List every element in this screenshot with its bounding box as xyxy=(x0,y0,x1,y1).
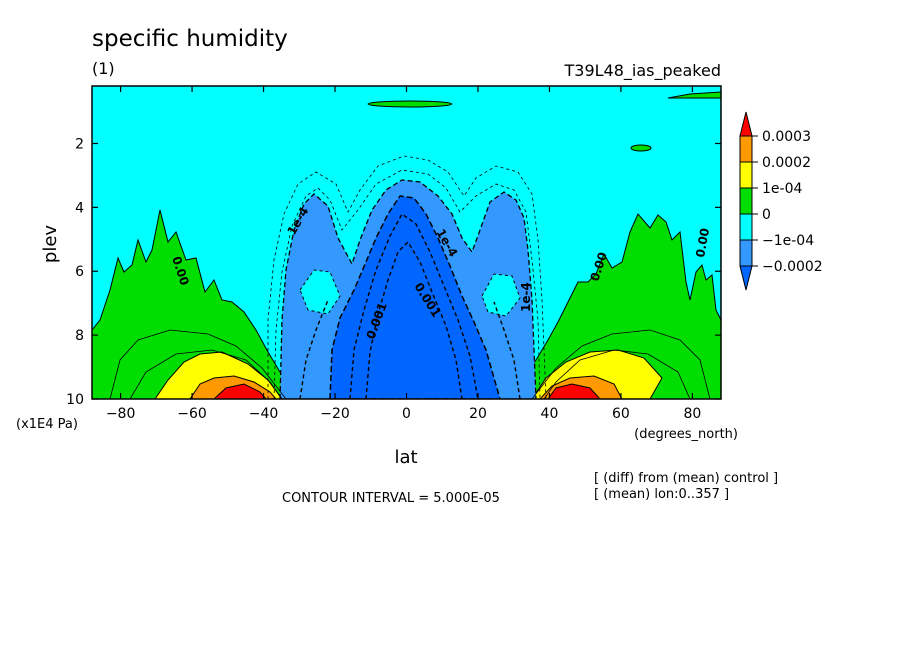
x-axis: −80 −60 −40 −20 0 20 40 60 80 xyxy=(106,86,701,422)
contour-field: 0.00 0.00 0.00 0.001 1e-4 1e-4 1e-4 0.00… xyxy=(92,86,721,399)
legend-swatch xyxy=(739,239,753,267)
core-contours xyxy=(299,212,521,399)
y-axis-unit: (x1E4 Pa) xyxy=(16,417,78,432)
mean-note: [ (mean) lon:0..357 ] xyxy=(594,487,729,502)
outer-dashed-contours xyxy=(267,155,547,399)
contour-interval-note: CONTOUR INTERVAL = 5.000E-05 xyxy=(282,491,500,506)
small-green-blob xyxy=(630,144,652,152)
diff-note: [ (diff) from (mean) control ] xyxy=(594,471,778,486)
x-axis-label: lat xyxy=(394,447,417,468)
legend-label: 1e-04 xyxy=(762,181,802,197)
chart-title: specific humidity xyxy=(92,26,288,52)
contour-label: 1e-4 xyxy=(519,282,533,312)
upper-green-blob xyxy=(367,100,453,108)
y-axis: 2 4 6 8 10 xyxy=(66,136,721,408)
legend-swatch xyxy=(739,135,753,163)
legend-label: 0.0003 xyxy=(762,129,811,145)
legend-swatch xyxy=(739,111,753,137)
legend-swatch xyxy=(739,161,753,189)
legend-swatch xyxy=(739,265,753,291)
x-tick-label: −40 xyxy=(249,406,279,422)
y-tick-label: 10 xyxy=(66,392,84,408)
right-red xyxy=(547,383,601,399)
legend-swatch xyxy=(739,213,753,241)
x-tick-label: −80 xyxy=(106,406,136,422)
experiment-label: T39L48_ias_peaked xyxy=(564,61,722,81)
x-tick-label: −20 xyxy=(320,406,350,422)
x-tick-label: −60 xyxy=(177,406,207,422)
x-tick-label: 80 xyxy=(683,406,701,422)
upper-right-blob xyxy=(667,91,721,99)
left-red xyxy=(213,383,267,399)
y-tick-label: 6 xyxy=(75,264,84,280)
y-axis-label: plev xyxy=(40,225,61,264)
right-hole xyxy=(481,273,521,317)
color-legend: 0.0003 0.0002 1e-04 0 −1e-04 −0.0002 xyxy=(739,111,823,291)
contour-label: 0.00 xyxy=(693,227,712,259)
lobe-contours xyxy=(109,329,711,399)
y-tick-label: 4 xyxy=(75,200,84,216)
legend-label: 0.0002 xyxy=(762,155,811,171)
x-tick-label: 40 xyxy=(541,406,559,422)
legend-label: 0 xyxy=(762,207,771,223)
y-tick-label: 2 xyxy=(75,136,84,152)
legend-swatch xyxy=(739,187,753,215)
chart-subtitle: (1) xyxy=(92,59,115,78)
x-tick-label: 60 xyxy=(612,406,630,422)
left-moist-lobe xyxy=(92,209,301,399)
right-moist-lobe xyxy=(514,213,721,399)
x-axis-unit: (degrees_north) xyxy=(634,427,738,442)
x-tick-label: 20 xyxy=(469,406,487,422)
left-hole xyxy=(299,269,341,315)
legend-label: −1e-04 xyxy=(762,233,814,249)
tropical-dry-core xyxy=(329,195,501,399)
y-tick-label: 8 xyxy=(75,328,84,344)
legend-label: −0.0002 xyxy=(762,259,823,275)
x-tick-label: 0 xyxy=(402,406,411,422)
